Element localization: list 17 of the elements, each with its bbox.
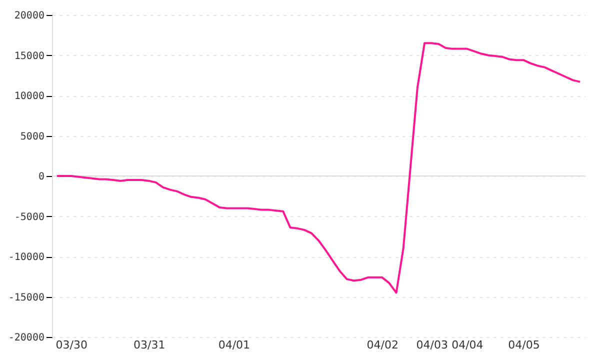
x-tick-label: 03/30 <box>56 338 88 352</box>
x-tick-label: 04/03 <box>416 338 448 352</box>
y-tick-label: -20000 <box>8 332 44 344</box>
x-tick-label: 04/05 <box>508 338 540 352</box>
y-tick-label: -5000 <box>14 212 44 223</box>
line-series <box>56 42 582 294</box>
y-tick-label: 5000 <box>20 131 44 142</box>
x-tick-label: 04/04 <box>452 338 484 352</box>
y-tick-label: 15000 <box>14 50 44 62</box>
y-tick-label: 20000 <box>14 10 44 22</box>
y-tick-label: 10000 <box>14 91 44 102</box>
x-tick-label: 04/01 <box>218 338 250 352</box>
y-tick-label: -10000 <box>8 252 44 263</box>
x-tick-label: 04/02 <box>366 338 398 352</box>
y-tick-label: 0 <box>38 172 44 182</box>
y-tick-label: -15000 <box>8 292 44 304</box>
x-tick-label: 03/31 <box>133 338 166 352</box>
